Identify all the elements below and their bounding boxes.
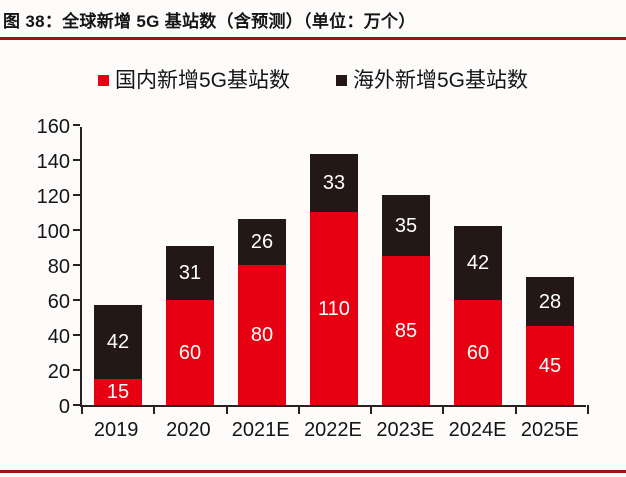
- x-axis-tick: [370, 405, 373, 414]
- legend-swatch-overseas-icon: [336, 75, 347, 87]
- y-axis-tick: [73, 264, 80, 266]
- bar-value-label: 60: [178, 341, 202, 364]
- x-axis-tick: [81, 405, 83, 414]
- legend-item-domestic: 国内新增5G基站数: [97, 67, 290, 94]
- y-tick-label: 60: [47, 291, 70, 313]
- bar-value-label: 80: [250, 324, 274, 346]
- x-tick-label: 2024E: [448, 419, 507, 441]
- bar-segment-domestic-2025E: 45: [526, 326, 574, 405]
- bar-segment-overseas-2021E: 26: [238, 219, 286, 265]
- bar-value-label: 110: [318, 297, 350, 320]
- bar-segment-domestic-2020: 60: [166, 300, 214, 405]
- bar-segment-overseas-2025E: 28: [526, 277, 574, 326]
- bar-value-label: 60: [466, 341, 490, 364]
- y-axis-tick: [73, 194, 80, 196]
- y-tick-label: 100: [36, 221, 70, 243]
- bar-segment-domestic-2024E: 60: [454, 300, 502, 405]
- y-tick-label: 80: [47, 256, 70, 278]
- bar-value-label: 33: [322, 172, 346, 194]
- legend-label-domestic: 国内新增5G基站数: [114, 69, 290, 92]
- x-axis-tick: [442, 405, 445, 414]
- y-axis-tick: [73, 159, 80, 161]
- bar-value-label: 28: [538, 290, 562, 313]
- bar-column-2025E: 28 45: [514, 127, 586, 405]
- y-tick-label: 160: [36, 116, 70, 138]
- bar-value-label: 35: [394, 214, 418, 237]
- bar-column-2022E: 33 110: [298, 127, 370, 405]
- bar-value-label: 42: [106, 331, 130, 353]
- legend: 国内新增5G基站数 海外新增5G基站数: [0, 67, 626, 94]
- bar-value-label: 85: [394, 319, 418, 342]
- x-tick-label: 2023E: [376, 419, 435, 441]
- y-axis-tick: [73, 299, 80, 301]
- bar-segment-overseas-2019: 42: [94, 305, 142, 379]
- y-axis-labels: 0 20 40 60 80 100 120 140 160: [0, 117, 70, 417]
- y-tick-label: 0: [58, 396, 70, 418]
- x-tick-label: 2020: [166, 419, 211, 441]
- bar-value-label: 45: [538, 354, 562, 377]
- y-axis-tick: [73, 229, 80, 231]
- legend-item-overseas: 海外新增5G基站数: [336, 67, 528, 94]
- x-axis-tick: [514, 405, 517, 414]
- bar-segment-overseas-2024E: 42: [454, 226, 502, 300]
- plot-area: 42 15 31 60 26 80 33 110 35 85 42 60 28 45: [73, 124, 589, 414]
- y-tick-label: 20: [47, 361, 70, 383]
- x-axis-tick: [225, 405, 228, 414]
- bar-column-2021E: 26 80: [226, 127, 298, 405]
- bar-segment-domestic-2021E: 80: [238, 265, 286, 405]
- y-axis-tick: [73, 124, 80, 126]
- bar-column-2024E: 42 60: [442, 127, 514, 405]
- bottom-rule: [0, 470, 626, 473]
- legend-swatch-domestic-icon: [97, 75, 109, 87]
- x-axis-tick: [153, 405, 156, 414]
- bar-value-label: 15: [106, 381, 130, 403]
- bar-segment-overseas-2020: 31: [166, 246, 214, 300]
- x-axis-labels: 2019 2020 2021E 2022E 2023E 2024E 2025E: [80, 419, 586, 442]
- x-tick-label: 2025E: [520, 419, 579, 441]
- bar-segment-domestic-2022E: 110: [310, 212, 358, 405]
- x-tick-label: 2022E: [304, 419, 362, 441]
- y-axis-tick: [73, 404, 80, 406]
- bar-value-label: 31: [178, 262, 202, 284]
- bar-value-label: 26: [250, 231, 274, 253]
- x-axis-tick: [587, 405, 589, 414]
- figure-title: 图 38：全球新增 5G 基站数（含预测）（单位：万个）: [3, 12, 416, 31]
- legend-label-overseas: 海外新增5G基站数: [353, 69, 529, 92]
- chart-area: 0 20 40 60 80 100 120 140 160 42 15 31 60 26 80 33 110 3…: [0, 117, 626, 457]
- y-tick-label: 40: [47, 326, 70, 348]
- y-tick-label: 120: [36, 186, 70, 208]
- title-top-rule: [0, 37, 626, 40]
- bar-segment-domestic-2019: 15: [94, 379, 142, 405]
- bar-value-label: 42: [466, 252, 490, 274]
- bar-segment-overseas-2023E: 35: [382, 195, 430, 256]
- x-tick-label: 2019: [93, 419, 139, 441]
- bar-column-2023E: 35 85: [370, 127, 442, 405]
- y-tick-label: 140: [36, 151, 70, 173]
- bar-column-2019: 42 15: [82, 127, 154, 405]
- x-axis-tick: [297, 405, 300, 414]
- bar-column-2020: 31 60: [154, 127, 226, 405]
- y-axis-tick: [73, 334, 80, 336]
- bar-segment-domestic-2023E: 85: [382, 256, 430, 405]
- y-axis-tick: [73, 369, 80, 371]
- bar-segment-overseas-2022E: 33: [310, 154, 358, 212]
- x-tick-label: 2021E: [231, 419, 290, 441]
